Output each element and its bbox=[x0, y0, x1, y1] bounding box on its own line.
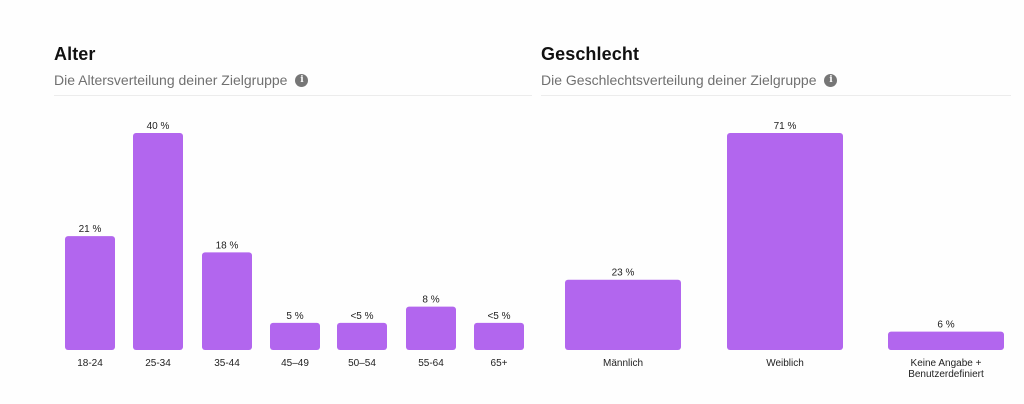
bar-value-label: 71 % bbox=[774, 121, 797, 132]
category-label: 65+ bbox=[491, 358, 508, 369]
bar-value-label: 8 % bbox=[422, 295, 439, 306]
bar-value-label: <5 % bbox=[487, 311, 510, 322]
category-label: Männlich bbox=[603, 358, 643, 369]
bar[interactable] bbox=[65, 236, 115, 350]
bar[interactable] bbox=[727, 133, 843, 350]
category-label: 55-64 bbox=[418, 358, 444, 369]
category-label: Benutzerdefiniert bbox=[908, 369, 984, 380]
category-label: 50–54 bbox=[348, 358, 376, 369]
bar[interactable] bbox=[406, 306, 456, 350]
bar[interactable] bbox=[202, 252, 252, 350]
age-panel-title: Alter bbox=[54, 44, 96, 64]
category-label: 35-44 bbox=[214, 358, 240, 369]
category-label: 18-24 bbox=[77, 358, 103, 369]
category-label: Weiblich bbox=[766, 358, 804, 369]
gender-panel-title: Geschlecht bbox=[541, 44, 640, 64]
bar-value-label: 5 % bbox=[286, 311, 303, 322]
category-label: Keine Angabe + bbox=[911, 358, 982, 369]
category-label: 45–49 bbox=[281, 358, 309, 369]
age-divider bbox=[54, 95, 532, 96]
bar-value-label: 6 % bbox=[937, 320, 954, 331]
bar-value-label: 23 % bbox=[612, 268, 635, 279]
bar[interactable] bbox=[565, 279, 681, 350]
bar-value-label: 18 % bbox=[216, 240, 239, 251]
bar[interactable] bbox=[474, 322, 524, 350]
category-label: 25-34 bbox=[145, 358, 171, 369]
bar-value-label: <5 % bbox=[350, 311, 373, 322]
bar-value-label: 21 % bbox=[79, 224, 102, 235]
bar-value-label: 40 % bbox=[147, 121, 170, 132]
age-subtitle-row: Die Altersverteilung deiner Zielgruppe i bbox=[54, 70, 309, 90]
bar[interactable] bbox=[133, 133, 183, 350]
bar[interactable] bbox=[888, 331, 1004, 350]
gender-panel-subtitle: Die Geschlechtsverteilung deiner Zielgru… bbox=[541, 72, 817, 88]
bar[interactable] bbox=[270, 322, 320, 350]
bar[interactable] bbox=[337, 322, 387, 350]
gender-divider bbox=[541, 95, 1011, 96]
info-icon[interactable]: i bbox=[295, 73, 309, 87]
age-panel-subtitle: Die Altersverteilung deiner Zielgruppe bbox=[54, 72, 288, 88]
gender-subtitle-row: Die Geschlechtsverteilung deiner Zielgru… bbox=[541, 70, 838, 90]
info-icon[interactable]: i bbox=[824, 73, 838, 87]
